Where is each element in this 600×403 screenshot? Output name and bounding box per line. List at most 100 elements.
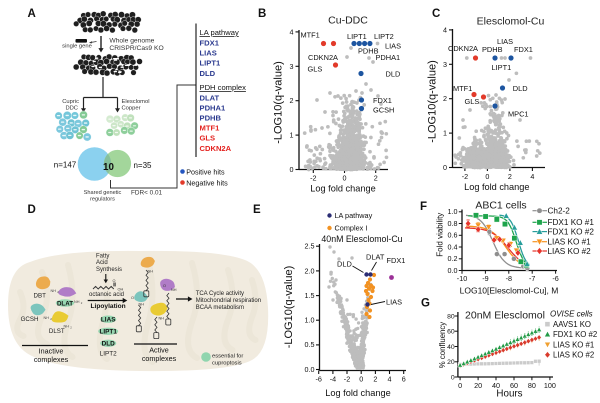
svg-text:DLD: DLD (513, 84, 528, 93)
svg-text:C: C (432, 8, 440, 20)
svg-text:0.8: 0.8 (448, 219, 458, 228)
svg-text:Cu-DDC: Cu-DDC (328, 15, 368, 27)
svg-text:GCSH: GCSH (373, 106, 394, 115)
svg-text:TCA Cycle activity: TCA Cycle activity (196, 291, 244, 297)
svg-text:Synthesis: Synthesis (96, 267, 122, 273)
svg-text:0.4: 0.4 (448, 242, 458, 251)
svg-text:0: 0 (290, 165, 294, 174)
svg-text:DDC: DDC (65, 106, 78, 112)
svg-text:NH: NH (74, 300, 80, 304)
svg-text:20: 20 (447, 359, 455, 366)
svg-text:-2: -2 (462, 172, 468, 181)
svg-text:A: A (28, 8, 36, 20)
svg-text:0.5: 0.5 (305, 340, 315, 349)
svg-text:DLD: DLD (337, 260, 352, 269)
svg-text:F: F (420, 201, 427, 213)
svg-text:Shared genetic: Shared genetic (84, 190, 122, 196)
svg-text:LIPT2: LIPT2 (100, 351, 117, 358)
svg-text:2: 2 (443, 94, 447, 103)
svg-text:LIPT1: LIPT1 (492, 63, 512, 72)
svg-text:80: 80 (528, 381, 536, 390)
svg-text:FDR< 0.01: FDR< 0.01 (131, 190, 163, 197)
svg-text:80: 80 (447, 313, 455, 320)
svg-text:0: 0 (443, 163, 447, 172)
svg-text:-LOG10(q-value): -LOG10(q-value) (426, 60, 438, 143)
svg-text:60: 60 (510, 381, 518, 390)
svg-text:GCSH: GCSH (21, 316, 39, 323)
svg-text:LIAS KO #2: LIAS KO #2 (553, 351, 594, 360)
svg-text:CRISPR/Cas9 KO: CRISPR/Cas9 KO (109, 45, 163, 52)
svg-text:2.5: 2.5 (305, 242, 315, 251)
svg-text:LIAS KO #1: LIAS KO #1 (548, 238, 592, 247)
svg-text:3: 3 (443, 60, 447, 69)
svg-text:essential for: essential for (212, 354, 243, 360)
svg-text:0: 0 (343, 173, 347, 182)
svg-text:ABC1 cells: ABC1 cells (475, 200, 526, 212)
svg-text:LIAS: LIAS (497, 37, 513, 46)
svg-text:LIPT1: LIPT1 (99, 329, 117, 336)
svg-text:DLAT: DLAT (200, 93, 220, 102)
svg-text:2: 2 (373, 375, 377, 384)
svg-text:DLST: DLST (49, 328, 65, 335)
svg-text:-9: -9 (482, 274, 488, 283)
svg-text:O: O (113, 279, 116, 283)
svg-text:Mitochondrial respiration: Mitochondrial respiration (196, 298, 261, 304)
svg-text:4: 4 (290, 27, 294, 36)
svg-text:n=147: n=147 (54, 161, 77, 170)
svg-text:0.0: 0.0 (305, 365, 315, 374)
svg-text:LIPT2: LIPT2 (374, 32, 394, 41)
svg-text:Elesclomol: Elesclomol (122, 99, 150, 105)
svg-text:40: 40 (492, 381, 500, 390)
svg-text:LA pathway: LA pathway (335, 211, 373, 220)
svg-text:2: 2 (290, 96, 294, 105)
svg-text:1.0: 1.0 (448, 207, 458, 216)
svg-text:4: 4 (388, 375, 392, 384)
svg-text:Log fold change: Log fold change (310, 184, 375, 194)
svg-text:CDKN2A: CDKN2A (448, 44, 478, 53)
svg-text:-6: -6 (552, 274, 558, 283)
svg-text:2: 2 (57, 290, 59, 294)
svg-text:LIPT1: LIPT1 (200, 59, 221, 68)
svg-text:MPC1: MPC1 (508, 110, 529, 119)
svg-text:OVISE cells: OVISE cells (550, 310, 593, 319)
svg-text:NH: NH (51, 289, 57, 293)
svg-text:PDHA1: PDHA1 (200, 103, 227, 112)
svg-text:Log fold change: Log fold change (464, 182, 529, 192)
svg-text:FDX1: FDX1 (200, 39, 220, 48)
svg-text:LIAS: LIAS (385, 42, 401, 51)
svg-text:-8: -8 (506, 274, 512, 283)
svg-text:2: 2 (81, 301, 83, 305)
svg-text:% confluency: % confluency (438, 322, 447, 368)
svg-text:CDKN2A: CDKN2A (308, 53, 338, 62)
svg-text:NH: NH (44, 316, 50, 320)
svg-text:MTF1: MTF1 (200, 124, 221, 133)
svg-text:LIAS: LIAS (200, 49, 217, 58)
svg-text:2: 2 (70, 326, 72, 330)
svg-text:AAVS1 KO: AAVS1 KO (553, 320, 591, 329)
svg-text:Hours: Hours (496, 389, 522, 400)
svg-text:-7: -7 (529, 274, 535, 283)
svg-text:-2: -2 (310, 173, 316, 182)
svg-text:0.2: 0.2 (448, 254, 458, 263)
svg-text:NH: NH (148, 270, 154, 274)
svg-text:cuproptosis: cuproptosis (212, 361, 242, 367)
svg-text:Negative hits: Negative hits (186, 178, 228, 187)
svg-text:E: E (253, 204, 261, 216)
svg-text:Positive hits: Positive hits (186, 167, 225, 176)
svg-text:CDKN2A: CDKN2A (200, 144, 232, 153)
svg-text:-LOG10(q-value): -LOG10(q-value) (283, 266, 295, 349)
svg-text:MTF1: MTF1 (453, 84, 472, 93)
svg-text:G: G (421, 298, 430, 310)
svg-text:LIAS KO #1: LIAS KO #1 (553, 340, 594, 349)
svg-text:DLAT: DLAT (57, 300, 73, 307)
svg-text:2: 2 (508, 172, 512, 181)
svg-text:1.0: 1.0 (305, 316, 315, 325)
svg-text:-2: -2 (344, 375, 350, 384)
svg-text:n=35: n=35 (133, 161, 152, 170)
svg-text:DLD: DLD (386, 70, 401, 79)
svg-text:LIAS KO #2: LIAS KO #2 (548, 247, 592, 256)
svg-text:Log fold change: Log fold change (325, 388, 390, 398)
svg-text:-4: -4 (330, 375, 336, 384)
svg-text:DLD: DLD (102, 341, 116, 348)
svg-text:20: 20 (474, 381, 482, 390)
